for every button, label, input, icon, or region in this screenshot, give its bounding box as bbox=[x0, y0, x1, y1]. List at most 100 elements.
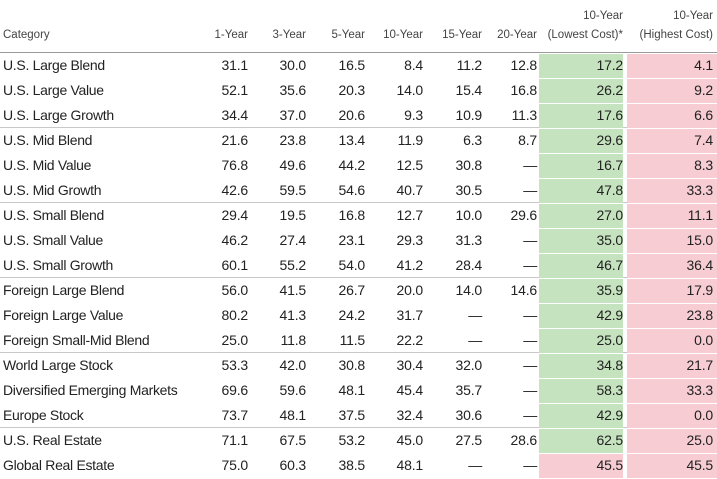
table-cell: 42.0 bbox=[279, 357, 307, 373]
highest-cost-cell-bg bbox=[627, 329, 717, 353]
table-cell: 11.8 bbox=[280, 332, 307, 348]
table-cell: 28.4 bbox=[455, 257, 483, 273]
table-cell: 27.5 bbox=[455, 432, 483, 448]
table-cell: 9.2 bbox=[694, 82, 713, 98]
highest-cost-cell-bg bbox=[627, 354, 717, 378]
table-cell: 30.5 bbox=[455, 182, 483, 198]
table-cell: 21.6 bbox=[221, 132, 249, 148]
column-header-line1: 10-Year bbox=[673, 10, 713, 22]
table-cell: 23.8 bbox=[279, 132, 307, 148]
table-cell: 42.9 bbox=[596, 407, 624, 423]
table-cell: 36.4 bbox=[686, 257, 714, 273]
table-cell: 7.4 bbox=[694, 132, 713, 148]
column-header: 3-Year bbox=[272, 29, 306, 41]
table-cell: 10.0 bbox=[455, 207, 483, 223]
lowest-cost-cell-bg bbox=[539, 329, 623, 353]
highest-cost-cell-bg bbox=[627, 229, 717, 253]
group-divider bbox=[0, 202, 717, 203]
highest-cost-cell-bg bbox=[627, 379, 717, 403]
table-cell: 19.5 bbox=[279, 207, 307, 223]
row-category: U.S. Large Growth bbox=[3, 107, 114, 123]
column-header: 15-Year bbox=[442, 29, 482, 41]
highest-cost-cell-bg bbox=[627, 454, 717, 478]
table-cell: 26.2 bbox=[596, 82, 624, 98]
table-cell: 31.1 bbox=[221, 57, 249, 73]
table-cell: — bbox=[523, 307, 537, 323]
row-category: Foreign Small-Mid Blend bbox=[3, 332, 150, 348]
highest-cost-cell-bg bbox=[627, 279, 717, 303]
table-cell: 20.0 bbox=[396, 282, 424, 298]
highest-cost-cell-bg bbox=[627, 129, 717, 153]
table-cell: 29.3 bbox=[396, 232, 424, 248]
table-cell: 12.8 bbox=[510, 57, 538, 73]
table-cell: 15.4 bbox=[455, 82, 483, 98]
table-cell: 30.4 bbox=[396, 357, 424, 373]
highest-cost-cell-bg bbox=[627, 154, 717, 178]
table-cell: 12.7 bbox=[396, 207, 424, 223]
row-category: U.S. Small Value bbox=[3, 232, 103, 248]
table-cell: 54.0 bbox=[338, 257, 366, 273]
table-cell: 41.3 bbox=[279, 307, 307, 323]
table-cell: 25.0 bbox=[221, 332, 249, 348]
row-category: U.S. Large Blend bbox=[3, 57, 105, 73]
table-cell: 12.5 bbox=[396, 157, 424, 173]
table-cell: 17.6 bbox=[596, 107, 624, 123]
table-cell: 0.0 bbox=[694, 407, 713, 423]
table-cell: 48.1 bbox=[338, 382, 366, 398]
table-cell: — bbox=[523, 357, 537, 373]
table-cell: 32.4 bbox=[396, 407, 424, 423]
row-category: Foreign Large Value bbox=[3, 307, 124, 323]
table-cell: 14.6 bbox=[510, 282, 538, 298]
table-cell: 33.3 bbox=[686, 182, 714, 198]
lowest-cost-cell-bg bbox=[539, 354, 623, 378]
row-category: U.S. Small Growth bbox=[3, 257, 114, 273]
table-cell: 29.6 bbox=[596, 132, 624, 148]
table-cell: 16.8 bbox=[338, 207, 366, 223]
table-cell: 8.3 bbox=[694, 157, 713, 173]
table-cell: 48.1 bbox=[279, 407, 307, 423]
table-cell: 80.2 bbox=[221, 307, 249, 323]
table-cell: 35.0 bbox=[596, 232, 624, 248]
lowest-cost-cell-bg bbox=[539, 404, 623, 428]
row-category: U.S. Mid Growth bbox=[3, 182, 102, 198]
table-cell: 21.7 bbox=[686, 357, 714, 373]
group-divider bbox=[0, 352, 717, 353]
table-cell: 75.0 bbox=[221, 457, 249, 473]
table-cell: 46.7 bbox=[596, 257, 624, 273]
table-cell: 56.0 bbox=[221, 282, 249, 298]
table-cell: 6.6 bbox=[694, 107, 713, 123]
table-cell: 59.5 bbox=[279, 182, 307, 198]
table-cell: 20.3 bbox=[338, 82, 366, 98]
table-cell: 37.5 bbox=[338, 407, 366, 423]
highest-cost-cell-bg bbox=[627, 304, 717, 328]
column-header: 20-Year bbox=[497, 29, 537, 41]
table-cell: 58.3 bbox=[596, 382, 624, 398]
lowest-cost-cell-bg bbox=[539, 429, 623, 453]
table-cell: 28.6 bbox=[510, 432, 538, 448]
table-cell: 47.8 bbox=[596, 182, 624, 198]
table-cell: 31.3 bbox=[455, 232, 483, 248]
table-cell: 10.9 bbox=[455, 107, 483, 123]
lowest-cost-cell-bg bbox=[539, 129, 623, 153]
table-cell: — bbox=[523, 407, 537, 423]
table-cell: — bbox=[523, 382, 537, 398]
table-cell: 49.6 bbox=[279, 157, 307, 173]
column-header: 5-Year bbox=[331, 29, 365, 41]
table-cell: 34.4 bbox=[221, 107, 249, 123]
group-divider bbox=[0, 277, 717, 278]
table-cell: — bbox=[468, 457, 482, 473]
table-cell: 35.9 bbox=[596, 282, 624, 298]
table-cell: 27.0 bbox=[596, 207, 624, 223]
lowest-cost-cell-bg bbox=[539, 179, 623, 203]
table-cell: 27.4 bbox=[279, 232, 307, 248]
table-cell: 41.5 bbox=[279, 282, 307, 298]
row-category: U.S. Large Value bbox=[3, 82, 104, 98]
lowest-cost-cell-bg bbox=[539, 279, 623, 303]
row-category: U.S. Small Blend bbox=[3, 207, 105, 223]
table-cell: 35.6 bbox=[279, 82, 307, 98]
highest-cost-cell-bg bbox=[627, 104, 717, 128]
table-cell: 16.5 bbox=[338, 57, 366, 73]
row-category: World Large Stock bbox=[3, 357, 113, 373]
table-cell: 32.0 bbox=[455, 357, 483, 373]
table-cell: — bbox=[523, 257, 537, 273]
